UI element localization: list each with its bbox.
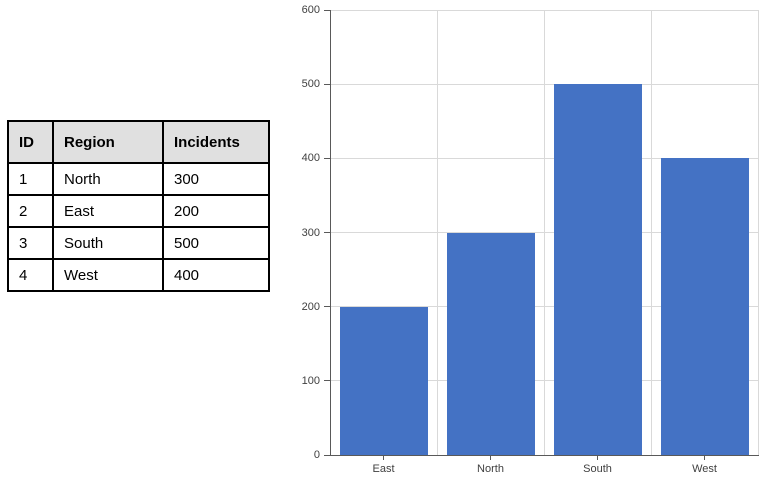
gridline-vertical	[436, 10, 438, 455]
table-cell: East	[52, 194, 164, 228]
y-axis-tick	[324, 232, 330, 233]
table-row: 3 South 500	[7, 226, 270, 260]
x-axis-tick	[704, 456, 705, 460]
bar-east	[339, 306, 428, 455]
table-cell: 1	[7, 162, 54, 196]
x-axis-tick	[383, 456, 384, 460]
column-header: ID	[7, 120, 54, 164]
x-axis-category-label: North	[477, 463, 504, 475]
gridline-vertical	[543, 10, 545, 455]
y-axis-tick-label: 400	[301, 152, 320, 165]
bar-west	[660, 158, 749, 455]
table-header-row: ID Region Incidents	[7, 120, 270, 164]
table-cell: 300	[162, 162, 270, 196]
y-axis-tick	[324, 380, 330, 382]
data-table: ID Region Incidents 1 North 300 2 East 200 3 Sout…	[7, 120, 270, 292]
table-cell: 400	[162, 258, 270, 292]
y-axis-tick-label: 300	[301, 226, 320, 239]
table-body: 1 North 300 2 East 200 3 South 500 4 West 400	[7, 162, 270, 292]
y-axis-tick-label: 200	[301, 300, 320, 313]
table-cell: North	[52, 162, 164, 196]
y-axis-tick-label: 500	[301, 78, 320, 91]
x-axis-line	[330, 455, 759, 456]
y-axis-tick	[324, 306, 330, 308]
table-cell: 4	[7, 258, 54, 292]
column-header: Region	[52, 120, 164, 164]
y-axis-line	[330, 10, 331, 455]
x-axis-category-label: West	[692, 463, 717, 475]
x-axis-category-label: East	[372, 463, 395, 475]
x-axis-category-label: South	[583, 463, 612, 475]
y-axis-tick-label: 600	[301, 4, 320, 16]
table-cell: South	[52, 226, 164, 260]
table-row: 2 East 200	[7, 194, 270, 228]
y-axis-tick-label: 100	[301, 374, 320, 387]
table-cell: 3	[7, 226, 54, 260]
gridline-vertical	[650, 10, 652, 455]
table-cell: 2	[7, 194, 54, 228]
y-axis-tick	[324, 454, 330, 456]
y-axis-tick	[324, 157, 330, 159]
y-axis-tick-label: 0	[313, 449, 320, 461]
column-header: Incidents	[162, 120, 270, 164]
x-axis-tick	[597, 456, 598, 460]
table-row: 4 West 400	[7, 258, 270, 292]
table-cell: 500	[162, 226, 270, 260]
table-cell: West	[52, 258, 164, 292]
table-cell: 200	[162, 194, 270, 228]
bar-south	[553, 84, 642, 455]
y-axis-tick	[324, 83, 330, 85]
bar-north	[446, 232, 535, 455]
table-row: 1 North 300	[7, 162, 270, 196]
table-header: ID Region Incidents	[7, 120, 270, 164]
y-axis-tick	[324, 9, 330, 11]
x-axis-tick	[490, 456, 491, 460]
gridline-vertical	[757, 10, 759, 455]
